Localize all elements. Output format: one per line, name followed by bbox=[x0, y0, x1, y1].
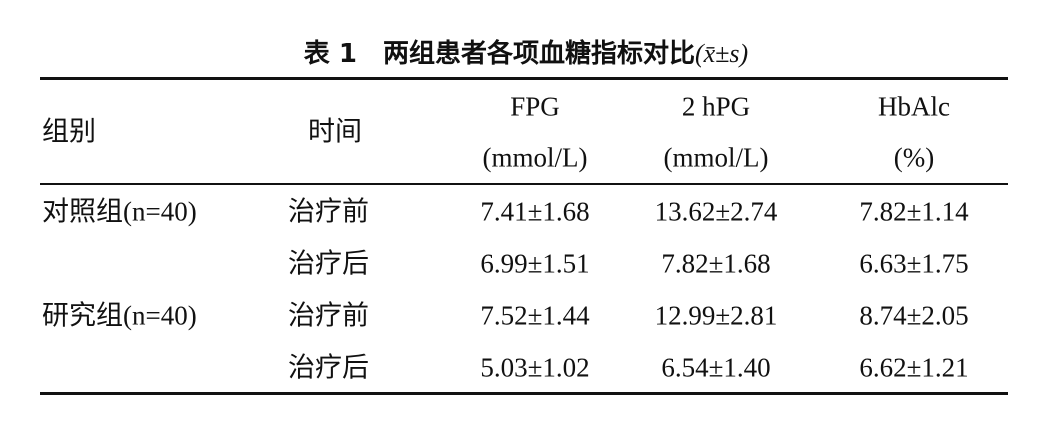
value-cell: 7.82±1.68 bbox=[661, 248, 771, 279]
time-cell: 治疗后 bbox=[288, 248, 369, 279]
table-title: 表 1 两组患者各项血糖指标对比(x̄±s) bbox=[0, 33, 1052, 70]
group-name: 对照组(n=40) bbox=[42, 196, 197, 227]
title-label: 表 1 bbox=[303, 39, 357, 69]
value-cell: 7.82±1.14 bbox=[859, 196, 969, 227]
value-cell: 6.63±1.75 bbox=[859, 248, 969, 279]
header-unit: (mmol/L) bbox=[482, 142, 588, 173]
value-cell: 8.74±2.05 bbox=[859, 300, 969, 331]
value-cell: 13.62±2.74 bbox=[654, 196, 778, 227]
header-rule bbox=[40, 183, 1008, 185]
group-name: 研究组(n=40) bbox=[42, 300, 197, 331]
header-time: 时间 bbox=[308, 116, 362, 147]
top-rule bbox=[40, 77, 1008, 80]
value-cell: 7.41±1.68 bbox=[480, 196, 590, 227]
value-cell: 5.03±1.02 bbox=[480, 352, 590, 383]
value-cell: 6.54±1.40 bbox=[661, 352, 771, 383]
header-unit: (mmol/L) bbox=[663, 142, 769, 173]
value-cell: 6.62±1.21 bbox=[859, 352, 969, 383]
bottom-rule bbox=[40, 392, 1008, 395]
header-measure: 2 hPG bbox=[681, 91, 751, 122]
time-cell: 治疗前 bbox=[288, 300, 369, 331]
time-cell: 治疗前 bbox=[288, 196, 369, 227]
header-unit: (%) bbox=[893, 142, 935, 173]
title-formula: (x̄±s) bbox=[694, 39, 749, 68]
header-measure: HbAlc bbox=[878, 91, 950, 122]
header-measure: FPG bbox=[510, 91, 560, 122]
header-group: 组别 bbox=[42, 116, 96, 147]
title-text: 两组患者各项血糖指标对比 bbox=[382, 39, 695, 69]
value-cell: 7.52±1.44 bbox=[480, 300, 590, 331]
value-cell: 12.99±2.81 bbox=[654, 300, 778, 331]
value-cell: 6.99±1.51 bbox=[480, 248, 590, 279]
time-cell: 治疗后 bbox=[288, 352, 369, 383]
